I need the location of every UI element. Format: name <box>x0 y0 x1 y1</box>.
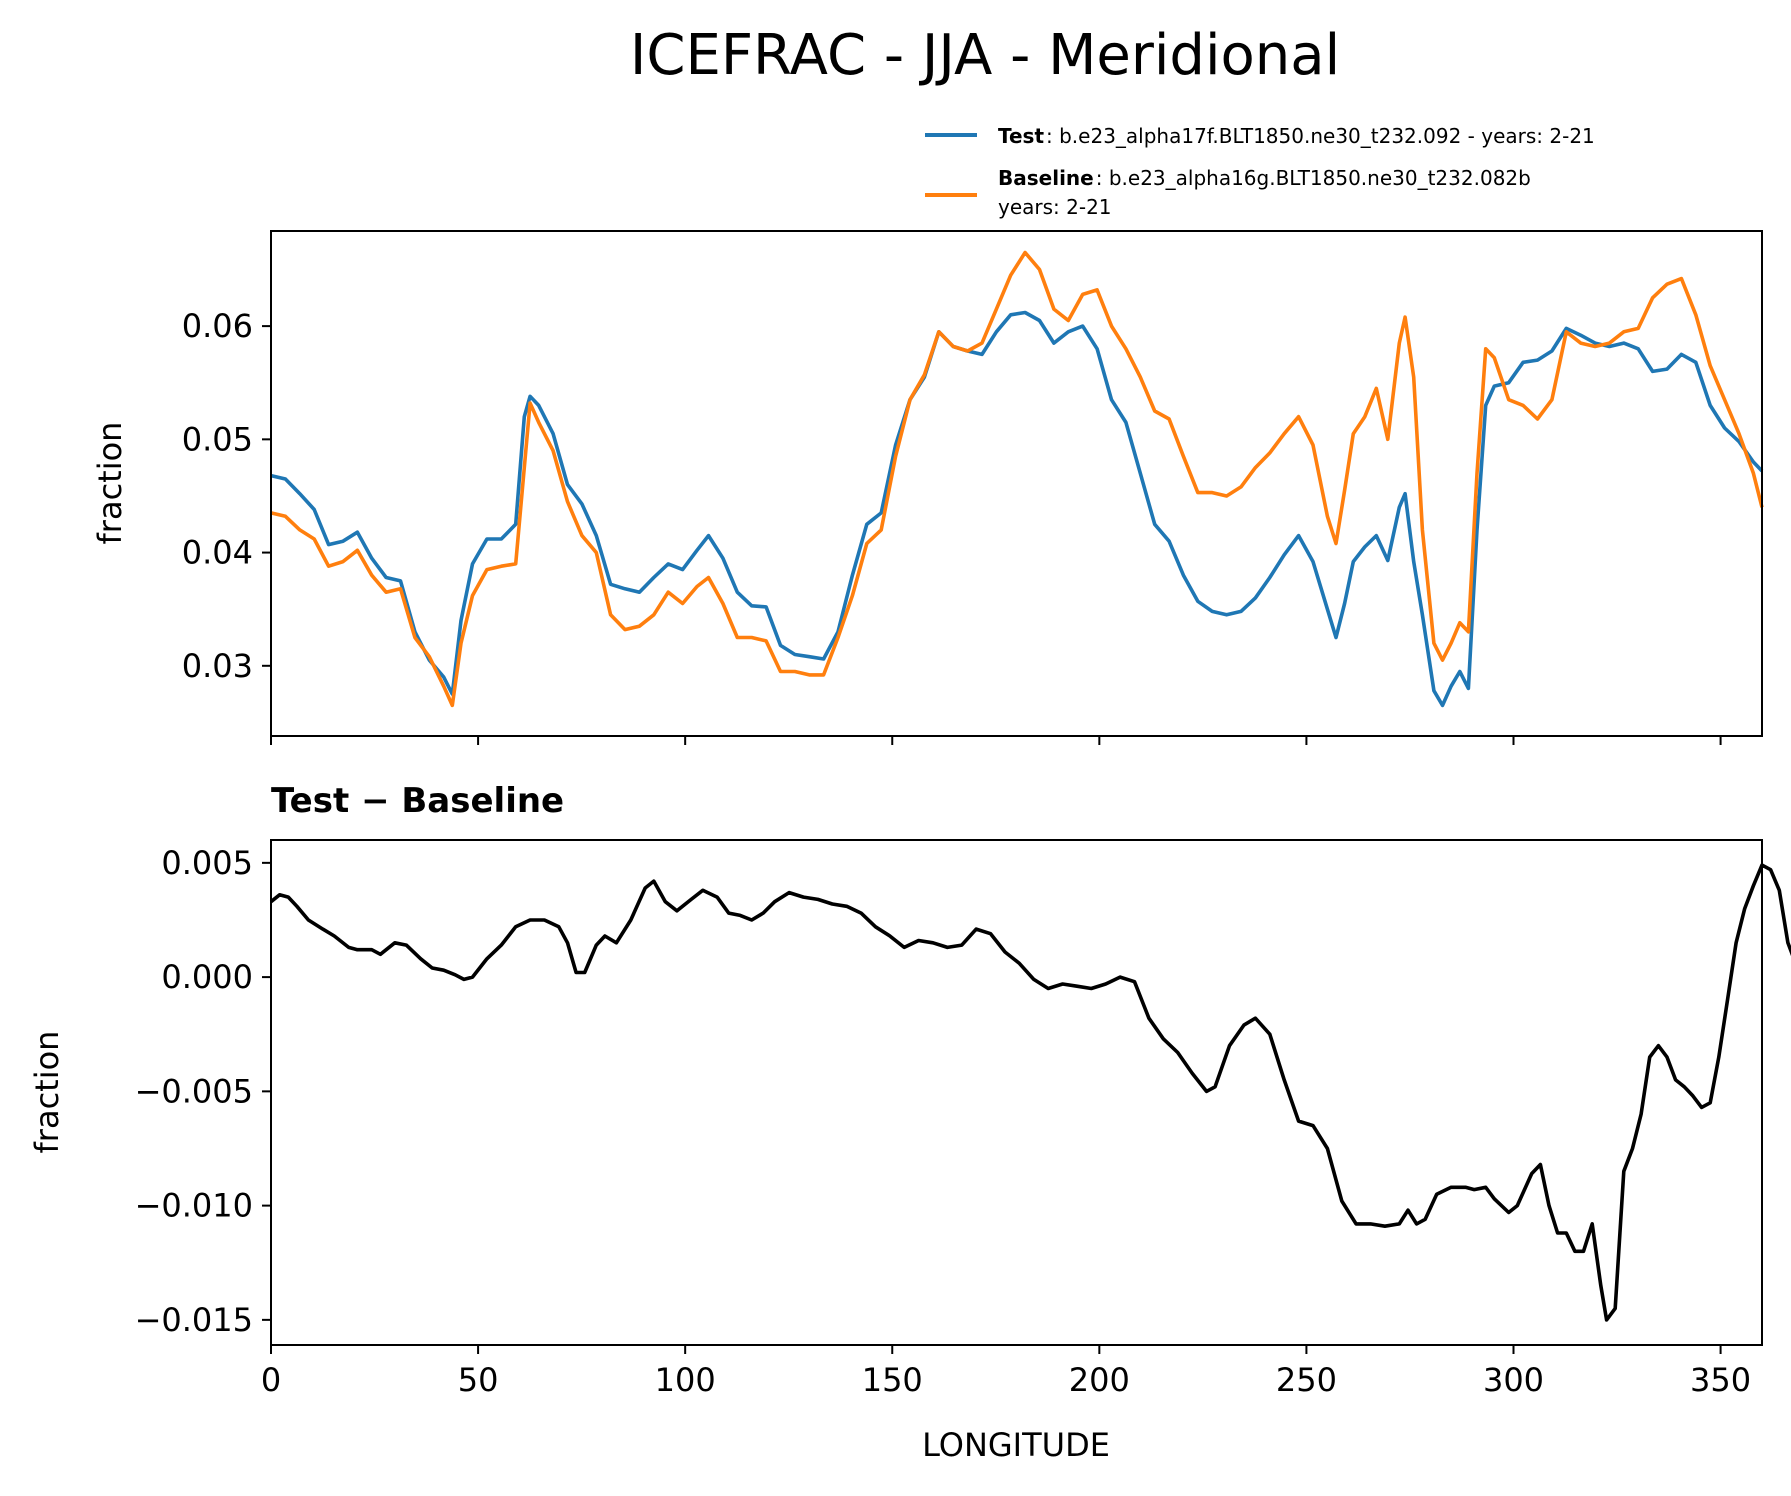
x-tick-label: 100 <box>655 1361 716 1399</box>
y-tick-label: −0.005 <box>135 1072 253 1110</box>
x-tick-label: 150 <box>862 1361 923 1399</box>
x-tick-label: 50 <box>458 1361 499 1399</box>
legend-baseline-label-line2: years: 2-21 <box>998 195 1112 219</box>
x-tick-label: 200 <box>1069 1361 1130 1399</box>
y-tick-label: 0.05 <box>182 420 253 458</box>
top-axis-ticks: 0.03 0.04 0.05 0.06 <box>182 307 1722 745</box>
series-line-test <box>270 310 1764 708</box>
y-tick-label: −0.010 <box>135 1187 253 1225</box>
legend: Test: b.e23_alpha17f.BLT1850.ne30_t232.0… <box>925 124 1595 219</box>
bottom-panel: Test − Baseline 0.005 0.000 −0.005 −0.010 −0… <box>28 781 1791 1464</box>
bottom-series <box>269 863 1791 1322</box>
series-line-test-baseline <box>269 863 1791 1322</box>
x-tick-label: 250 <box>1276 1361 1337 1399</box>
series-line-baseline <box>270 250 1764 708</box>
x-axis-label: LONGITUDE <box>922 1426 1110 1464</box>
top-y-axis-label: fraction <box>91 422 129 545</box>
x-tick-label: 0 <box>261 1361 281 1399</box>
y-tick-label: 0.06 <box>182 307 253 345</box>
y-tick-label: 0.000 <box>161 958 253 996</box>
y-tick-label: 0.03 <box>182 647 253 685</box>
bottom-subtitle: Test − Baseline <box>271 781 564 821</box>
x-tick-label: 300 <box>1483 1361 1544 1399</box>
bottom-y-axis-label: fraction <box>28 1031 66 1154</box>
x-tick-label: 350 <box>1690 1361 1751 1399</box>
y-tick-label: −0.015 <box>135 1301 253 1339</box>
bottom-plot-frame <box>270 839 1763 1346</box>
chart-title: ICEFRAC - JJA - Meridional <box>630 23 1340 88</box>
top-panel: 0.03 0.04 0.05 0.06 fraction <box>91 230 1764 745</box>
y-tick-label: 0.005 <box>161 844 253 882</box>
top-plot-frame <box>270 230 1763 737</box>
top-series <box>270 250 1764 708</box>
legend-baseline-label: Baseline: b.e23_alpha16g.BLT1850.ne30_t2… <box>998 166 1531 190</box>
legend-test-label: Test: b.e23_alpha17f.BLT1850.ne30_t232.0… <box>998 124 1595 148</box>
y-tick-label: 0.04 <box>182 534 253 572</box>
